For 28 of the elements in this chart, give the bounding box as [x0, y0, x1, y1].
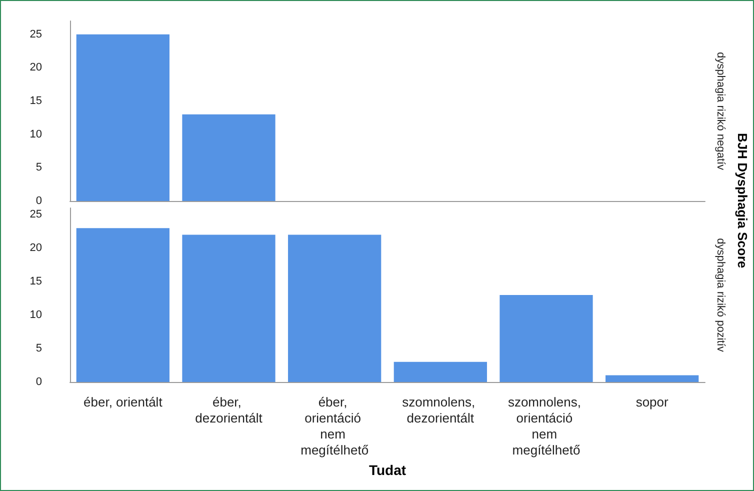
x-tick-label: szomnolens, orientáció nem megítélhető: [508, 394, 585, 458]
x-tick-label: éber, dezorientált: [195, 394, 263, 426]
bar: [606, 375, 699, 382]
y-tick-label: 5: [36, 342, 42, 355]
y-tick-label: 10: [30, 309, 42, 322]
x-tick-label: éber, orientált: [84, 394, 163, 410]
y2-axis-title: dysphagia rizikó negatív: [714, 52, 726, 171]
bar: [76, 228, 170, 382]
text: BJH Dysphagia Score: [735, 132, 750, 268]
y-tick-label: 10: [30, 128, 42, 140]
y-tick-label: 0: [36, 195, 42, 207]
x-tick-label: szomnolens, dezorientált: [402, 394, 479, 426]
bar: [394, 362, 487, 382]
y-tick-label: 20: [30, 62, 42, 74]
bar: [500, 295, 593, 382]
bar: [288, 234, 382, 382]
y-tick-label: 5: [36, 162, 42, 174]
x-tick-label: sopor: [636, 394, 670, 410]
bar: [182, 234, 276, 382]
x-tick-label: éber, orientáció nem megítélhető: [300, 394, 369, 458]
y-tick-label: 25: [30, 208, 42, 221]
x-axis-title: Tudat: [368, 462, 406, 478]
y-tick-label: 15: [30, 276, 42, 288]
y-tick-label: 25: [30, 28, 42, 40]
y-tick-label: 0: [36, 376, 42, 388]
y-tick-label: 20: [30, 242, 42, 254]
y2-axis-title: dysphagia rizikó pozitív: [714, 238, 726, 352]
y-tick-label: 15: [30, 95, 42, 107]
